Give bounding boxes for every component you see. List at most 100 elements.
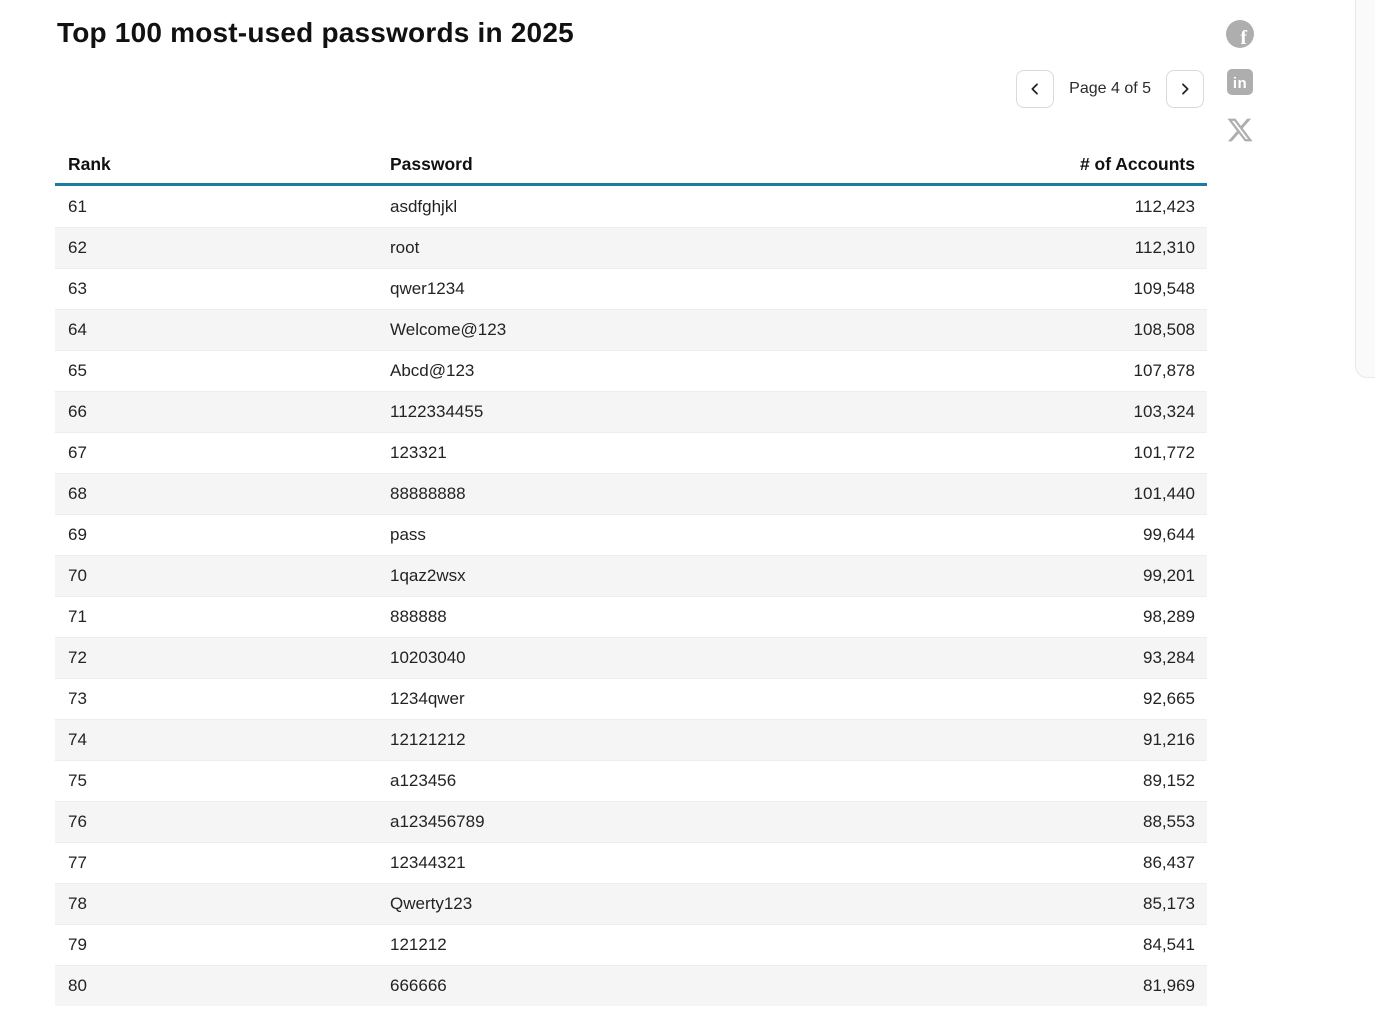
accounts-cell: 103,324	[1133, 402, 1195, 421]
rank-cell: 62	[68, 238, 87, 257]
password-cell: 1234qwer	[390, 689, 465, 708]
password-cell: 666666	[390, 976, 447, 995]
table-row: 78 Qwerty123 85,173	[55, 883, 1207, 924]
chevron-right-icon	[1182, 83, 1189, 95]
accounts-cell: 98,289	[1143, 607, 1195, 626]
side-panel-edge	[1355, 0, 1375, 378]
table-row: 71 888888 98,289	[55, 596, 1207, 637]
accounts-cell: 85,173	[1143, 894, 1195, 913]
accounts-cell: 109,548	[1133, 279, 1195, 298]
rank-cell: 76	[68, 812, 87, 831]
rank-cell: 78	[68, 894, 87, 913]
table-row: 74 12121212 91,216	[55, 719, 1207, 760]
password-cell: 1qaz2wsx	[390, 566, 466, 585]
password-cell: 123321	[390, 443, 447, 462]
rank-cell: 77	[68, 853, 87, 872]
rank-cell: 70	[68, 566, 87, 585]
password-cell: qwer1234	[390, 279, 465, 298]
password-cell: 121212	[390, 935, 447, 954]
table-row: 65 Abcd@123 107,878	[55, 350, 1207, 391]
rank-cell: 75	[68, 771, 87, 790]
table-header-row: Rank Password # of Accounts	[55, 145, 1207, 186]
table-row: 61 asdfghjkl 112,423	[55, 186, 1207, 227]
page-title: Top 100 most-used passwords in 2025	[57, 17, 574, 48]
page-indicator: Page 4 of 5	[1069, 80, 1151, 97]
table-row: 66 1122334455 103,324	[55, 391, 1207, 432]
rank-cell: 69	[68, 525, 87, 544]
password-cell: Abcd@123	[390, 361, 475, 380]
password-cell: 888888	[390, 607, 447, 626]
accounts-cell: 107,878	[1133, 361, 1195, 380]
facebook-icon: f	[1226, 20, 1254, 48]
accounts-cell: 93,284	[1143, 648, 1195, 667]
accounts-cell: 112,310	[1134, 238, 1195, 257]
password-cell: pass	[390, 525, 426, 544]
header-accounts: # of Accounts	[1079, 153, 1195, 174]
rank-cell: 80	[68, 976, 87, 995]
rank-cell: 79	[68, 935, 87, 954]
accounts-cell: 89,152	[1143, 771, 1195, 790]
linkedin-icon: in	[1227, 69, 1253, 95]
rank-cell: 63	[68, 279, 87, 298]
rank-cell: 61	[68, 196, 87, 216]
password-cell: 12121212	[390, 730, 466, 749]
header-rank: Rank	[68, 153, 111, 174]
accounts-cell: 108,508	[1133, 320, 1195, 339]
share-rail: f in	[1226, 20, 1254, 144]
x-twitter-icon	[1227, 118, 1253, 142]
accounts-cell: 88,553	[1143, 812, 1195, 831]
table-body: 61 asdfghjkl 112,423 62 root 112,310 63 …	[55, 186, 1207, 1006]
accounts-cell: 84,541	[1143, 935, 1195, 954]
table-row: 73 1234qwer 92,665	[55, 678, 1207, 719]
rank-cell: 73	[68, 689, 87, 708]
accounts-cell: 86,437	[1143, 853, 1195, 872]
password-cell: a123456	[390, 771, 457, 790]
accounts-cell: 91,216	[1143, 730, 1195, 749]
password-cell: a123456789	[390, 812, 485, 831]
accounts-cell: 101,440	[1133, 484, 1195, 503]
table-row: 77 12344321 86,437	[55, 842, 1207, 883]
prev-page-button[interactable]	[1016, 70, 1055, 108]
table-row: 72 10203040 93,284	[55, 637, 1207, 678]
password-cell: 10203040	[390, 648, 466, 667]
accounts-cell: 81,969	[1143, 976, 1195, 995]
passwords-table: Rank Password # of Accounts 61 asdfghjkl…	[55, 145, 1207, 1006]
password-cell: 88888888	[390, 484, 466, 503]
next-page-button[interactable]	[1166, 70, 1204, 108]
password-cell: Qwerty123	[390, 894, 473, 913]
rank-cell: 68	[68, 484, 87, 503]
table-row: 79 121212 84,541	[55, 924, 1207, 965]
password-cell: asdfghjkl	[390, 196, 458, 216]
password-cell: Welcome@123	[390, 320, 507, 339]
rank-cell: 66	[68, 402, 87, 421]
rank-cell: 64	[68, 320, 87, 339]
rank-cell: 65	[68, 361, 87, 380]
chevron-left-icon	[1031, 83, 1039, 95]
rank-cell: 74	[68, 730, 87, 749]
table-row: 68 88888888 101,440	[55, 473, 1207, 514]
table-row: 80 666666 81,969	[55, 965, 1207, 1006]
password-cell: root	[390, 238, 420, 257]
header-password: Password	[390, 153, 473, 174]
table-row: 75 a123456 89,152	[55, 760, 1207, 801]
password-cell: 1122334455	[390, 402, 484, 421]
password-cell: 12344321	[390, 853, 466, 872]
rank-cell: 72	[68, 648, 87, 667]
linkedin-share-button[interactable]: in	[1227, 69, 1253, 95]
table-row: 63 qwer1234 109,548	[55, 268, 1207, 309]
table-row: 62 root 112,310	[55, 227, 1207, 268]
table-row: 67 123321 101,772	[55, 432, 1207, 473]
table-row: 70 1qaz2wsx 99,201	[55, 555, 1207, 596]
accounts-cell: 99,644	[1143, 525, 1195, 544]
facebook-share-button[interactable]: f	[1226, 20, 1254, 48]
table-row: 69 pass 99,644	[55, 514, 1207, 555]
rank-cell: 71	[68, 607, 87, 626]
accounts-cell: 112,423	[1134, 196, 1195, 216]
accounts-cell: 92,665	[1143, 689, 1195, 708]
accounts-cell: 99,201	[1143, 566, 1195, 585]
x-share-button[interactable]	[1226, 116, 1254, 144]
table-row: 76 a123456789 88,553	[55, 801, 1207, 842]
rank-cell: 67	[68, 443, 87, 462]
pagination: Page 4 of 5	[1016, 70, 1204, 108]
accounts-cell: 101,772	[1133, 443, 1195, 462]
